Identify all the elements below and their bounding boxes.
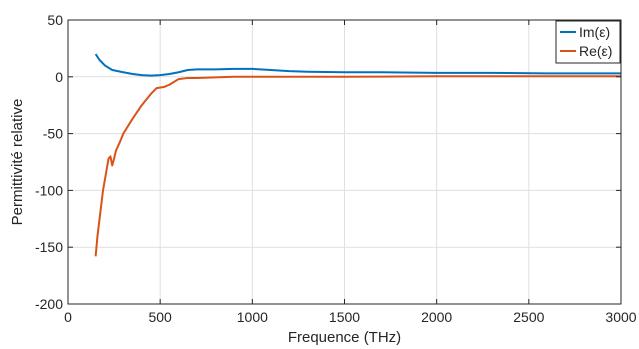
x-tick-label: 2000 (421, 309, 452, 325)
x-tick-label: 1500 (329, 309, 360, 325)
series-layer (94, 53, 621, 257)
series-line-0 (94, 53, 621, 77)
legend-label: Re(ε) (579, 43, 612, 59)
x-tick-label: 1000 (237, 309, 268, 325)
y-tick-label: -150 (35, 239, 63, 255)
y-tick-label: 50 (47, 12, 63, 28)
axis-ticks: 0 500 1000 1500 2000 2500 3000 -200 -150 -100 -50 0… (35, 12, 637, 325)
y-tick-label: -100 (35, 182, 63, 198)
legend: Im(ε) Re(ε) (555, 20, 621, 64)
x-tick-label: 3000 (605, 309, 636, 325)
legend-box (555, 20, 621, 64)
x-tick-label: 0 (64, 309, 72, 325)
y-tick-label: 0 (55, 69, 63, 85)
y-tick-label: -200 (35, 296, 63, 312)
series-line-1 (94, 75, 621, 257)
y-axis-label: Permittivité relative (9, 99, 26, 226)
legend-label: Im(ε) (579, 24, 610, 40)
x-tick-label: 500 (148, 309, 172, 325)
y-tick-label: -50 (43, 126, 63, 142)
x-axis-label: Frequence (THz) (288, 329, 401, 346)
x-tick-label: 2500 (513, 309, 544, 325)
